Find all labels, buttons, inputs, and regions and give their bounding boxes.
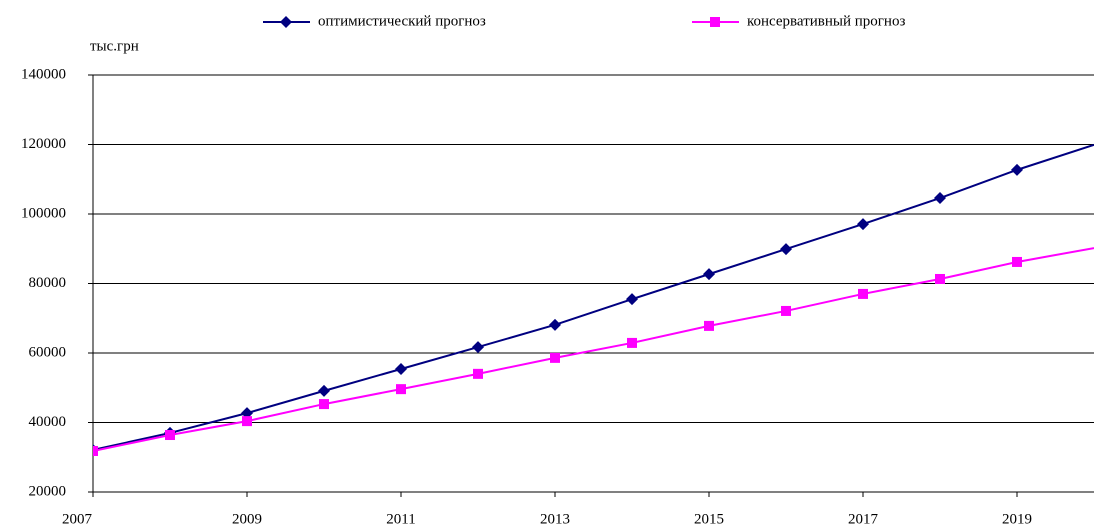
- data-point: [318, 384, 330, 397]
- data-point: [858, 288, 868, 299]
- legend-label: консервативный прогноз: [747, 13, 905, 29]
- legend-label: оптимистический прогноз: [318, 13, 486, 29]
- x-tick-label: 2011: [386, 511, 415, 527]
- x-tick-label: 2015: [694, 511, 724, 527]
- y-tick-label: 60000: [29, 344, 67, 360]
- y-axis-label: тыс.грн: [90, 38, 139, 54]
- plot-area: [93, 143, 1094, 456]
- data-point: [165, 430, 175, 441]
- x-tick-label: 2019: [1002, 511, 1032, 527]
- data-point: [626, 293, 638, 306]
- y-tick-label: 140000: [21, 66, 66, 82]
- data-point: [319, 399, 329, 410]
- data-point: [781, 305, 791, 316]
- y-tick-label: 20000: [29, 483, 67, 499]
- x-tick-label: 2013: [540, 511, 570, 527]
- series-line: [93, 247, 1094, 452]
- x-tick-label: 2007: [62, 511, 93, 527]
- legend-marker: [280, 16, 292, 28]
- data-point: [934, 192, 946, 205]
- data-point: [1011, 163, 1023, 176]
- x-tick-label: 2009: [232, 511, 262, 527]
- data-point: [472, 341, 484, 354]
- data-point: [627, 337, 637, 348]
- data-point: [395, 362, 407, 375]
- y-tick-label: 80000: [29, 275, 67, 291]
- data-point: [242, 416, 252, 427]
- data-point: [935, 273, 945, 284]
- data-point: [780, 243, 792, 256]
- y-tick-label: 40000: [29, 414, 67, 430]
- data-point: [396, 384, 406, 395]
- y-tick-label: 100000: [21, 205, 66, 221]
- y-tick-label: 120000: [21, 136, 66, 152]
- data-point: [703, 268, 715, 281]
- data-point: [704, 320, 714, 331]
- data-point: [93, 445, 98, 456]
- x-tick-label: 2017: [848, 511, 879, 527]
- data-point: [473, 368, 483, 379]
- data-point: [549, 318, 561, 331]
- data-point: [857, 218, 869, 231]
- data-point: [1012, 256, 1022, 267]
- data-point: [550, 352, 560, 363]
- series-line: [93, 143, 1094, 451]
- legend-marker: [710, 17, 720, 27]
